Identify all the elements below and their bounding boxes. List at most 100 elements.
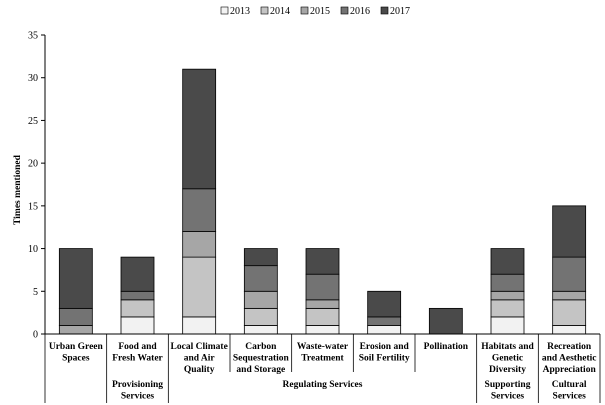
bar-segment-2014 xyxy=(120,299,155,318)
legend-swatch-2016 xyxy=(340,6,349,15)
bar-segment-2014 xyxy=(552,299,587,326)
x-axis xyxy=(44,333,601,403)
legend-label-2016: 2016 xyxy=(350,6,370,17)
bar-segment-2017 xyxy=(305,248,340,275)
group-label: Regulating Services xyxy=(283,380,363,390)
bar-segment-2014 xyxy=(490,299,525,318)
bar-segment-2015 xyxy=(490,290,525,301)
y-tick-label: 10 xyxy=(28,244,38,255)
bar-segment-2016 xyxy=(120,290,155,301)
y-tick-label: 15 xyxy=(28,201,38,212)
legend-label-2013: 2013 xyxy=(230,6,250,17)
category-label-line: Spaces xyxy=(62,354,90,364)
category-label-line: Treatment xyxy=(301,354,344,364)
group-labels: Provisioning Services Regulating Services S… xyxy=(112,380,587,402)
legend-label-2015: 2015 xyxy=(310,6,330,17)
category-label-line: Urban Green xyxy=(49,342,104,352)
legend-swatch-2013 xyxy=(220,6,229,15)
bar-segment-2017 xyxy=(243,248,278,267)
group-label: Supporting Services xyxy=(485,380,531,402)
bar-segment-2015 xyxy=(305,299,340,309)
bar-segment-2017 xyxy=(120,256,155,292)
legend-label-2014: 2014 xyxy=(270,6,290,17)
y-tick-label: 25 xyxy=(28,116,38,127)
category-label-line: and Storage xyxy=(236,365,285,375)
bar-segment-2016 xyxy=(305,273,340,301)
group-label: Provisioning Services xyxy=(112,380,163,402)
legend-swatch-2015 xyxy=(300,6,309,15)
bar-segment-2016 xyxy=(58,307,93,326)
category-label: Local Climate and Air Quality xyxy=(171,342,228,375)
bar-segment-2015 xyxy=(58,325,93,335)
bar-segment-2017 xyxy=(490,248,525,275)
category-label: Erosion and Soil Fertility xyxy=(359,342,410,364)
group-label-line: Services xyxy=(553,392,587,402)
legend-swatch-2017 xyxy=(380,6,389,15)
bar-segment-2016 xyxy=(243,265,278,292)
bar-segment-2017 xyxy=(367,290,402,318)
legend-label-2017: 2017 xyxy=(390,6,410,17)
group-label: Cultural Services xyxy=(552,380,587,402)
category-label-line: and Aesthetic xyxy=(542,354,597,364)
legend: 2013 2014 2015 2016 2017 xyxy=(220,6,410,17)
bar-segment-2013 xyxy=(243,325,278,335)
y-tick-label: 20 xyxy=(28,159,38,170)
category-label-line: Erosion and xyxy=(360,342,410,352)
bar-segment-2013 xyxy=(182,316,217,335)
bar-segment-2014 xyxy=(243,307,278,326)
bar-segment-2016 xyxy=(490,273,525,292)
category-label: Urban Green Spaces xyxy=(49,342,104,364)
bar-segment-2016 xyxy=(552,256,587,292)
category-label-line: Sequestration xyxy=(233,354,290,364)
bar-segment-2016 xyxy=(367,316,402,326)
category-label: Waste-water Treatment xyxy=(297,342,349,364)
bar-segment-2017 xyxy=(552,205,587,258)
category-label-line: Recreation xyxy=(547,342,592,352)
bar-segment-2013 xyxy=(120,316,155,335)
group-label-line: Provisioning xyxy=(112,380,163,390)
bar-segment-2013 xyxy=(552,325,587,335)
category-label-line: Pollination xyxy=(424,342,469,352)
group-label-line: Supporting xyxy=(485,380,531,390)
group-label-line: Cultural xyxy=(552,380,587,390)
legend-swatch-2014 xyxy=(260,6,269,15)
category-label-line: Quality xyxy=(184,365,215,375)
category-labels: Urban Green Spaces Food and Fresh Water Loca… xyxy=(49,342,597,375)
category-label-line: Carbon xyxy=(245,342,277,352)
bar-segment-2017 xyxy=(428,307,463,335)
category-label: Habitats and Genetic Diversity xyxy=(481,342,534,375)
category-label: Pollination xyxy=(424,342,469,352)
category-label-line: Genetic xyxy=(492,354,523,364)
category-label: Food and Fresh Water xyxy=(112,342,163,364)
category-label-line: and Air xyxy=(184,354,216,364)
bar-segment-2016 xyxy=(182,188,217,232)
bar-segment-2013 xyxy=(490,316,525,335)
category-label-line: Waste-water xyxy=(297,342,349,352)
y-tick-label: 0 xyxy=(33,330,38,341)
bars xyxy=(58,68,587,335)
y-tick-label: 30 xyxy=(28,73,38,84)
category-label-line: Appreciation xyxy=(543,365,597,375)
bar-segment-2013 xyxy=(305,325,340,335)
group-label-line: Regulating Services xyxy=(283,380,363,390)
y-axis-label: Times mentioned xyxy=(13,154,23,224)
y-tick-label: 5 xyxy=(33,287,38,298)
bar-segment-2014 xyxy=(305,307,340,326)
group-label-line: Services xyxy=(121,392,155,402)
y-tick-label: 35 xyxy=(28,31,38,42)
group-label-line: Services xyxy=(491,392,525,402)
bar-segment-2017 xyxy=(182,68,217,190)
bar-segment-2015 xyxy=(182,231,217,258)
bar-segment-2015 xyxy=(243,290,278,309)
category-label-line: Food and xyxy=(118,342,157,352)
bar-segment-2014 xyxy=(182,256,217,318)
y-axis: 0 5 10 15 20 25 30 35 xyxy=(28,31,46,341)
category-label-line: Fresh Water xyxy=(112,354,163,364)
category-label-line: Local Climate xyxy=(171,342,228,352)
bar-segment-2013 xyxy=(367,325,402,335)
bar-segment-2017 xyxy=(58,248,93,309)
category-label: Recreation and Aesthetic Appreciation xyxy=(542,342,597,375)
category-label: Carbon Sequestration and Storage xyxy=(233,342,290,375)
category-label-line: Habitats and xyxy=(481,342,534,352)
